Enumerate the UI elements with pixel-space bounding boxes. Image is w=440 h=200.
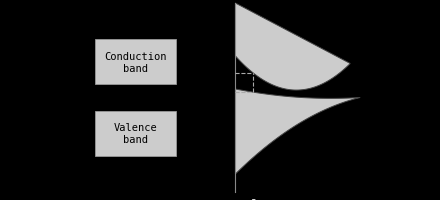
- Text: Valence
band: Valence band: [114, 123, 157, 144]
- FancyBboxPatch shape: [95, 40, 176, 85]
- FancyBboxPatch shape: [95, 111, 176, 156]
- Text: a: a: [250, 196, 256, 200]
- Polygon shape: [235, 4, 350, 91]
- Text: Conduction
band: Conduction band: [104, 52, 167, 73]
- Polygon shape: [235, 90, 360, 174]
